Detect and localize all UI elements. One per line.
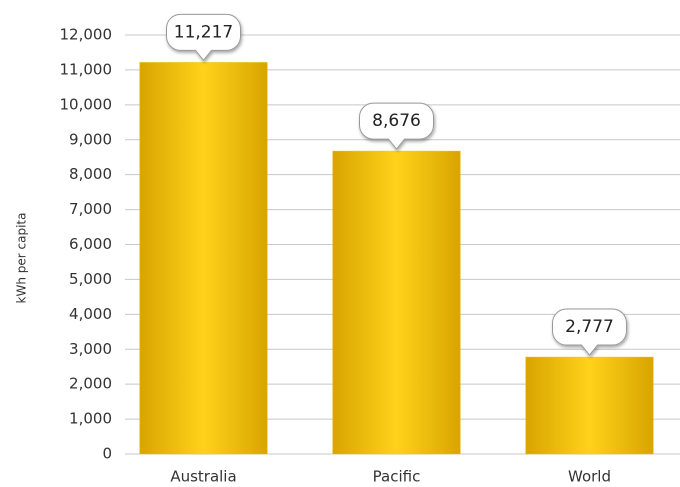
value-label: 8,676 — [372, 111, 421, 131]
value-label: 11,217 — [174, 22, 233, 42]
bar — [332, 150, 461, 455]
bar — [139, 61, 268, 455]
y-axis-label: kWh per capita — [15, 213, 29, 304]
x-tick-label: Australia — [170, 468, 236, 486]
bar — [525, 356, 654, 455]
callout — [552, 308, 627, 356]
y-tick-label: 6,000 — [69, 235, 112, 253]
y-tick-label: 7,000 — [69, 200, 112, 218]
y-tick-label: 2,000 — [69, 375, 112, 393]
y-tick-label: 0 — [102, 445, 112, 463]
y-tick-label: 8,000 — [69, 165, 112, 183]
callout — [166, 13, 241, 62]
y-tick-label: 1,000 — [69, 410, 112, 428]
value-label: 2,777 — [565, 317, 614, 337]
x-tick-label: World — [568, 468, 611, 486]
y-tick-label: 4,000 — [69, 305, 112, 323]
y-tick-label: 11,000 — [60, 60, 113, 78]
y-tick-label: 3,000 — [69, 340, 112, 358]
y-tick-label: 12,000 — [60, 26, 113, 44]
y-tick-label: 5,000 — [69, 270, 112, 288]
x-tick-label: Pacific — [373, 468, 421, 486]
callout — [359, 102, 434, 150]
y-tick-label: 10,000 — [60, 95, 113, 113]
y-tick-label: 9,000 — [69, 130, 112, 148]
